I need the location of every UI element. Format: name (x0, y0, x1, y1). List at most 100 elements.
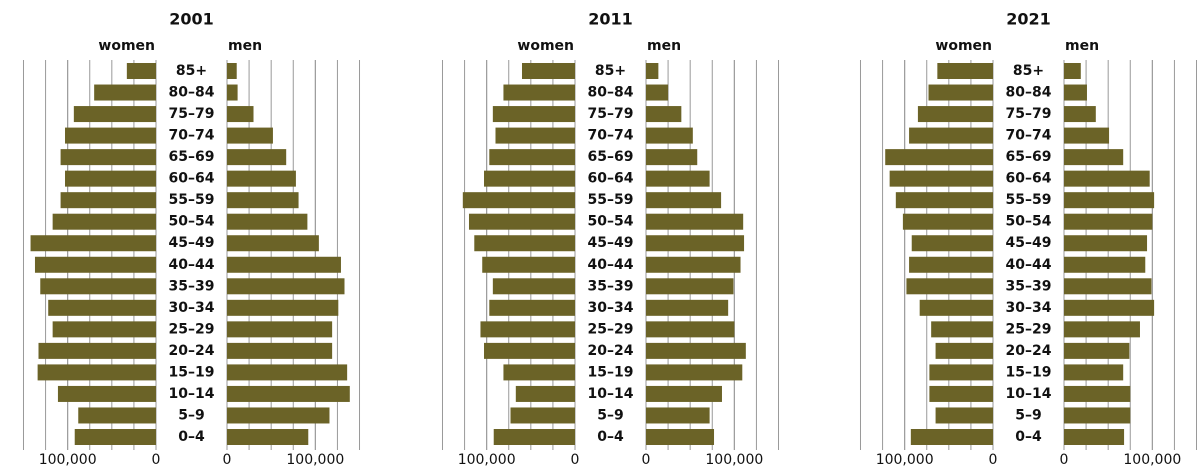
category-label: 20–24 (588, 343, 634, 359)
category-label: 75–79 (169, 106, 215, 122)
category-label: 0–4 (597, 429, 624, 445)
bar (52, 213, 156, 230)
bar (1064, 299, 1155, 316)
bar (468, 213, 575, 230)
bar (646, 106, 682, 123)
category-label: 75–79 (588, 106, 634, 122)
category-label: 25–29 (169, 321, 215, 337)
bar (909, 127, 993, 144)
bar (1064, 385, 1131, 402)
category-label: 60–64 (169, 171, 215, 187)
bar (227, 385, 350, 402)
category-label: 50–54 (1006, 214, 1052, 230)
category-label: 30–34 (1006, 300, 1052, 316)
bar (78, 407, 156, 424)
category-label: 45–49 (169, 235, 215, 251)
bar (1064, 321, 1140, 338)
bar (909, 256, 993, 273)
bar (489, 149, 575, 166)
bar (646, 256, 741, 273)
category-label: 50–54 (169, 214, 215, 230)
category-label: 15–19 (169, 364, 215, 380)
bar (929, 364, 993, 381)
category-label: 40–44 (169, 257, 215, 273)
category-label: 5–9 (178, 407, 204, 423)
bar (48, 299, 157, 316)
bar (30, 235, 156, 252)
category-label: 0–4 (1015, 429, 1042, 445)
bar (493, 429, 575, 445)
series-label: women (935, 38, 992, 54)
bar (227, 106, 254, 123)
bar (227, 149, 287, 166)
bar (1064, 63, 1081, 79)
category-label: 80–84 (169, 85, 215, 101)
bar (492, 106, 575, 123)
category-label: 15–19 (588, 364, 634, 380)
bar (935, 407, 993, 424)
bar (40, 278, 156, 295)
category-label: 80–84 (588, 85, 634, 101)
x-tick-label: 0 (1060, 452, 1069, 468)
category-label: 20–24 (169, 343, 215, 359)
bar (646, 84, 669, 101)
bar (480, 321, 575, 338)
bar (911, 235, 993, 252)
bar (895, 192, 993, 209)
bar (1064, 213, 1153, 230)
category-label: 30–34 (588, 300, 634, 316)
bar (73, 106, 156, 123)
bar (889, 170, 993, 187)
bar (646, 235, 745, 252)
x-tick-label: 0 (642, 452, 651, 468)
bar (935, 342, 993, 359)
category-label: 70–74 (169, 128, 215, 144)
bar (474, 235, 575, 252)
category-label: 20–24 (1006, 343, 1052, 359)
bar (902, 213, 993, 230)
category-label: 65–69 (169, 149, 215, 165)
bar (227, 429, 309, 445)
x-tick-label: 0 (989, 452, 998, 468)
series-label: men (228, 38, 262, 54)
bar (646, 127, 693, 144)
category-label: 10–14 (169, 386, 215, 402)
bar (227, 278, 345, 295)
bar (489, 299, 575, 316)
bar (227, 170, 296, 187)
bar (74, 429, 156, 445)
bar (227, 127, 273, 144)
bar (646, 213, 744, 230)
bar (503, 84, 575, 101)
bar (484, 342, 575, 359)
bar (492, 278, 575, 295)
series-label: women (98, 38, 155, 54)
bar (1064, 429, 1125, 445)
x-tick-label: 100,000 (458, 452, 516, 468)
bar (227, 84, 238, 101)
bar (495, 127, 575, 144)
category-label: 45–49 (588, 235, 634, 251)
bar (646, 321, 735, 338)
chart-title: 2011 (588, 10, 633, 29)
chart-title: 2021 (1006, 10, 1051, 29)
series-label: men (647, 38, 681, 54)
category-label: 30–34 (169, 300, 215, 316)
category-label: 60–64 (1006, 171, 1052, 187)
bar (227, 192, 299, 209)
category-label: 55–59 (1006, 192, 1052, 208)
bar (482, 256, 575, 273)
bar (646, 299, 729, 316)
category-label: 25–29 (1006, 321, 1052, 337)
bar (1064, 235, 1148, 252)
bar (52, 321, 156, 338)
category-label: 70–74 (588, 128, 634, 144)
bar (1064, 364, 1124, 381)
bar (1064, 192, 1155, 209)
bar (646, 149, 698, 166)
category-label: 10–14 (1006, 386, 1052, 402)
bar (646, 342, 746, 359)
bar (227, 364, 348, 381)
bar (60, 149, 156, 166)
